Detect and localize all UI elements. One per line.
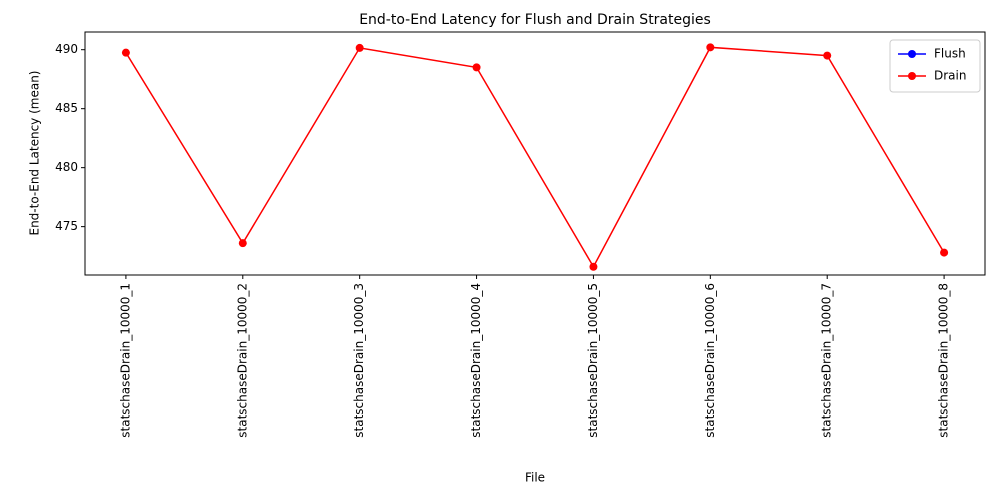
data-point (472, 63, 481, 72)
y-tick-label: 485 (55, 101, 78, 115)
series-line (125, 46, 945, 269)
data-point (706, 43, 715, 52)
x-axis-label: File (525, 471, 545, 485)
data-point (355, 43, 364, 52)
x-tick-label: statschaseDrain_10000_7 (820, 283, 834, 438)
legend-label: Drain (934, 69, 966, 83)
x-tick-label: statschaseDrain_10000_1 (118, 283, 132, 438)
legend-marker (908, 50, 916, 58)
x-tick-label: statschaseDrain_10000_5 (586, 283, 600, 438)
x-tick-label: statschaseDrain_10000_4 (469, 283, 483, 438)
x-tick-label: statschaseDrain_10000_3 (352, 283, 366, 438)
plot-frame (84, 31, 986, 276)
x-tick-label: statschaseDrain_10000_2 (235, 283, 249, 438)
x-tick-label: statschaseDrain_10000_6 (703, 283, 717, 438)
data-point (238, 239, 247, 248)
y-tick-label: 475 (55, 219, 78, 233)
y-tick-label: 480 (55, 160, 78, 174)
data-point (940, 248, 949, 257)
data-point (121, 48, 130, 57)
chart-title: End-to-End Latency for Flush and Drain S… (359, 12, 711, 28)
data-point (589, 262, 598, 271)
legend-marker (908, 72, 916, 80)
legend-label: Flush (934, 47, 966, 61)
y-axis-label: End-to-End Latency (mean) (28, 71, 42, 236)
x-tick-label: statschaseDrain_10000_8 (937, 283, 951, 438)
y-tick-label: 490 (55, 42, 78, 56)
data-point (823, 51, 832, 60)
